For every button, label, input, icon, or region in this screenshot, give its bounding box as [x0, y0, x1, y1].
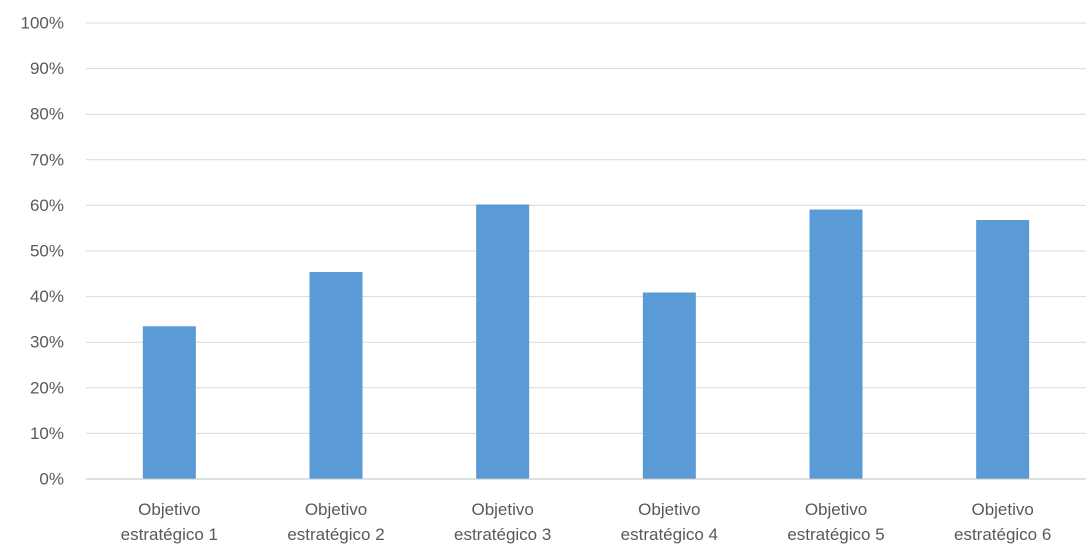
y-tick-label: 100%: [21, 14, 64, 33]
x-category-label-line: Objetivo: [305, 500, 367, 519]
bar-objetivo-5: [809, 209, 863, 479]
x-category-label-line: estratégico 2: [287, 525, 384, 544]
y-tick-label: 10%: [30, 424, 64, 443]
gridlines: [86, 22, 1086, 434]
x-category-label-line: estratégico 1: [121, 525, 218, 544]
y-tick-label: 30%: [30, 333, 64, 352]
x-category-label-line: Objetivo: [971, 500, 1033, 519]
x-category-label-line: Objetivo: [471, 500, 533, 519]
y-tick-label: 70%: [30, 150, 64, 169]
y-tick-label: 50%: [30, 242, 64, 261]
y-axis-tick-labels: 0% 10% 20% 30% 40% 50% 60% 70% 80% 90% 100%: [21, 14, 64, 489]
bar-objetivo-2: [309, 271, 363, 479]
x-category-label: Objetivo estratégico 2: [287, 500, 384, 544]
x-category-label: Objetivo estratégico 4: [621, 500, 718, 544]
x-category-label-line: estratégico 6: [954, 525, 1051, 544]
y-tick-label: 60%: [30, 196, 64, 215]
bar-objetivo-4: [642, 292, 696, 479]
bar-objetivo-6: [976, 219, 1030, 479]
x-category-label-line: Objetivo: [805, 500, 867, 519]
x-category-label-line: Objetivo: [138, 500, 200, 519]
y-tick-label: 40%: [30, 287, 64, 306]
y-tick-label: 0%: [39, 470, 64, 489]
x-category-label: Objetivo estratégico 5: [787, 500, 884, 544]
x-category-label-line: estratégico 3: [454, 525, 551, 544]
x-category-label: Objetivo estratégico 6: [954, 500, 1051, 544]
bar-objetivo-3: [476, 204, 530, 479]
x-category-label: Objetivo estratégico 3: [454, 500, 551, 544]
x-category-label: Objetivo estratégico 1: [121, 500, 218, 544]
x-category-label-line: Objetivo: [638, 500, 700, 519]
x-category-label-line: estratégico 4: [621, 525, 718, 544]
bar-objetivo-1: [142, 326, 196, 479]
y-tick-label: 80%: [30, 105, 64, 124]
bars: [142, 204, 1030, 479]
x-category-label-line: estratégico 5: [787, 525, 884, 544]
y-tick-label: 20%: [30, 378, 64, 397]
y-tick-label: 90%: [30, 59, 64, 78]
x-axis-category-labels: Objetivo estratégico 1 Objetivo estratégico…: [121, 500, 1052, 544]
